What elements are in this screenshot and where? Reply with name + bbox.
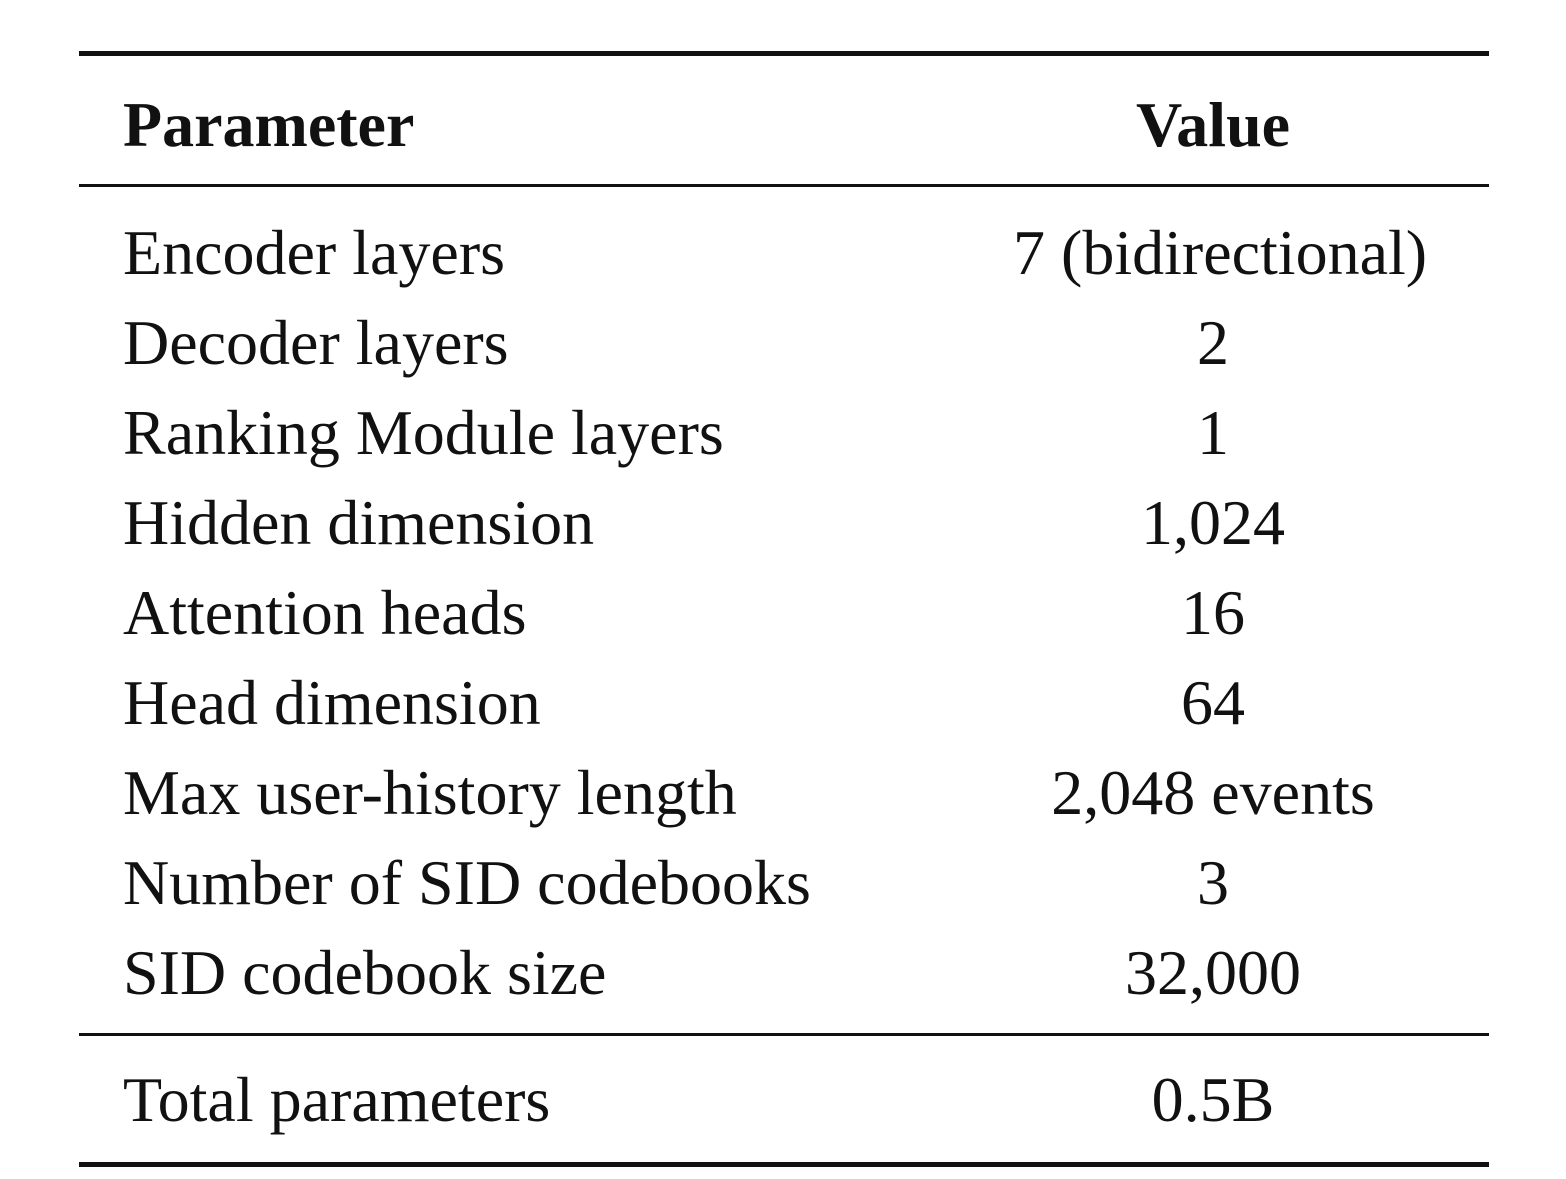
value-cell: 2,048 events [1051, 757, 1375, 828]
value-cell: 64 [1181, 667, 1245, 738]
value-cell: 16 [1181, 577, 1245, 648]
bottom-rule [79, 1162, 1489, 1167]
parameter-cell: Number of SID codebooks [123, 847, 811, 918]
value-cell: 32,000 [1125, 937, 1301, 1008]
footer-cell: Total parameters [123, 1064, 551, 1135]
header-cell: Value [1135, 89, 1291, 160]
parameter-cell: Hidden dimension [123, 487, 595, 558]
parameter-cell: Attention heads [123, 577, 527, 648]
value-cell: 2 [1197, 307, 1229, 378]
parameter-cell: Decoder layers [123, 307, 509, 378]
parameter-cell: Max user-history length [123, 757, 737, 828]
header-rule [79, 184, 1489, 187]
parameter-cell: SID codebook size [123, 937, 607, 1008]
footer-cell: 0.5B [1151, 1064, 1275, 1135]
value-cell: 3 [1197, 847, 1229, 918]
header-cell: Parameter [123, 89, 415, 160]
value-cell: 7 (bidirectional) [1013, 217, 1428, 288]
top-rule [79, 51, 1489, 56]
parameter-cell: Ranking Module layers [123, 397, 724, 468]
mid-rule [79, 1033, 1489, 1036]
value-cell: 1 [1197, 397, 1229, 468]
value-cell: 1,024 [1141, 487, 1285, 558]
parameter-cell: Head dimension [123, 667, 541, 738]
parameter-cell: Encoder layers [123, 217, 506, 288]
